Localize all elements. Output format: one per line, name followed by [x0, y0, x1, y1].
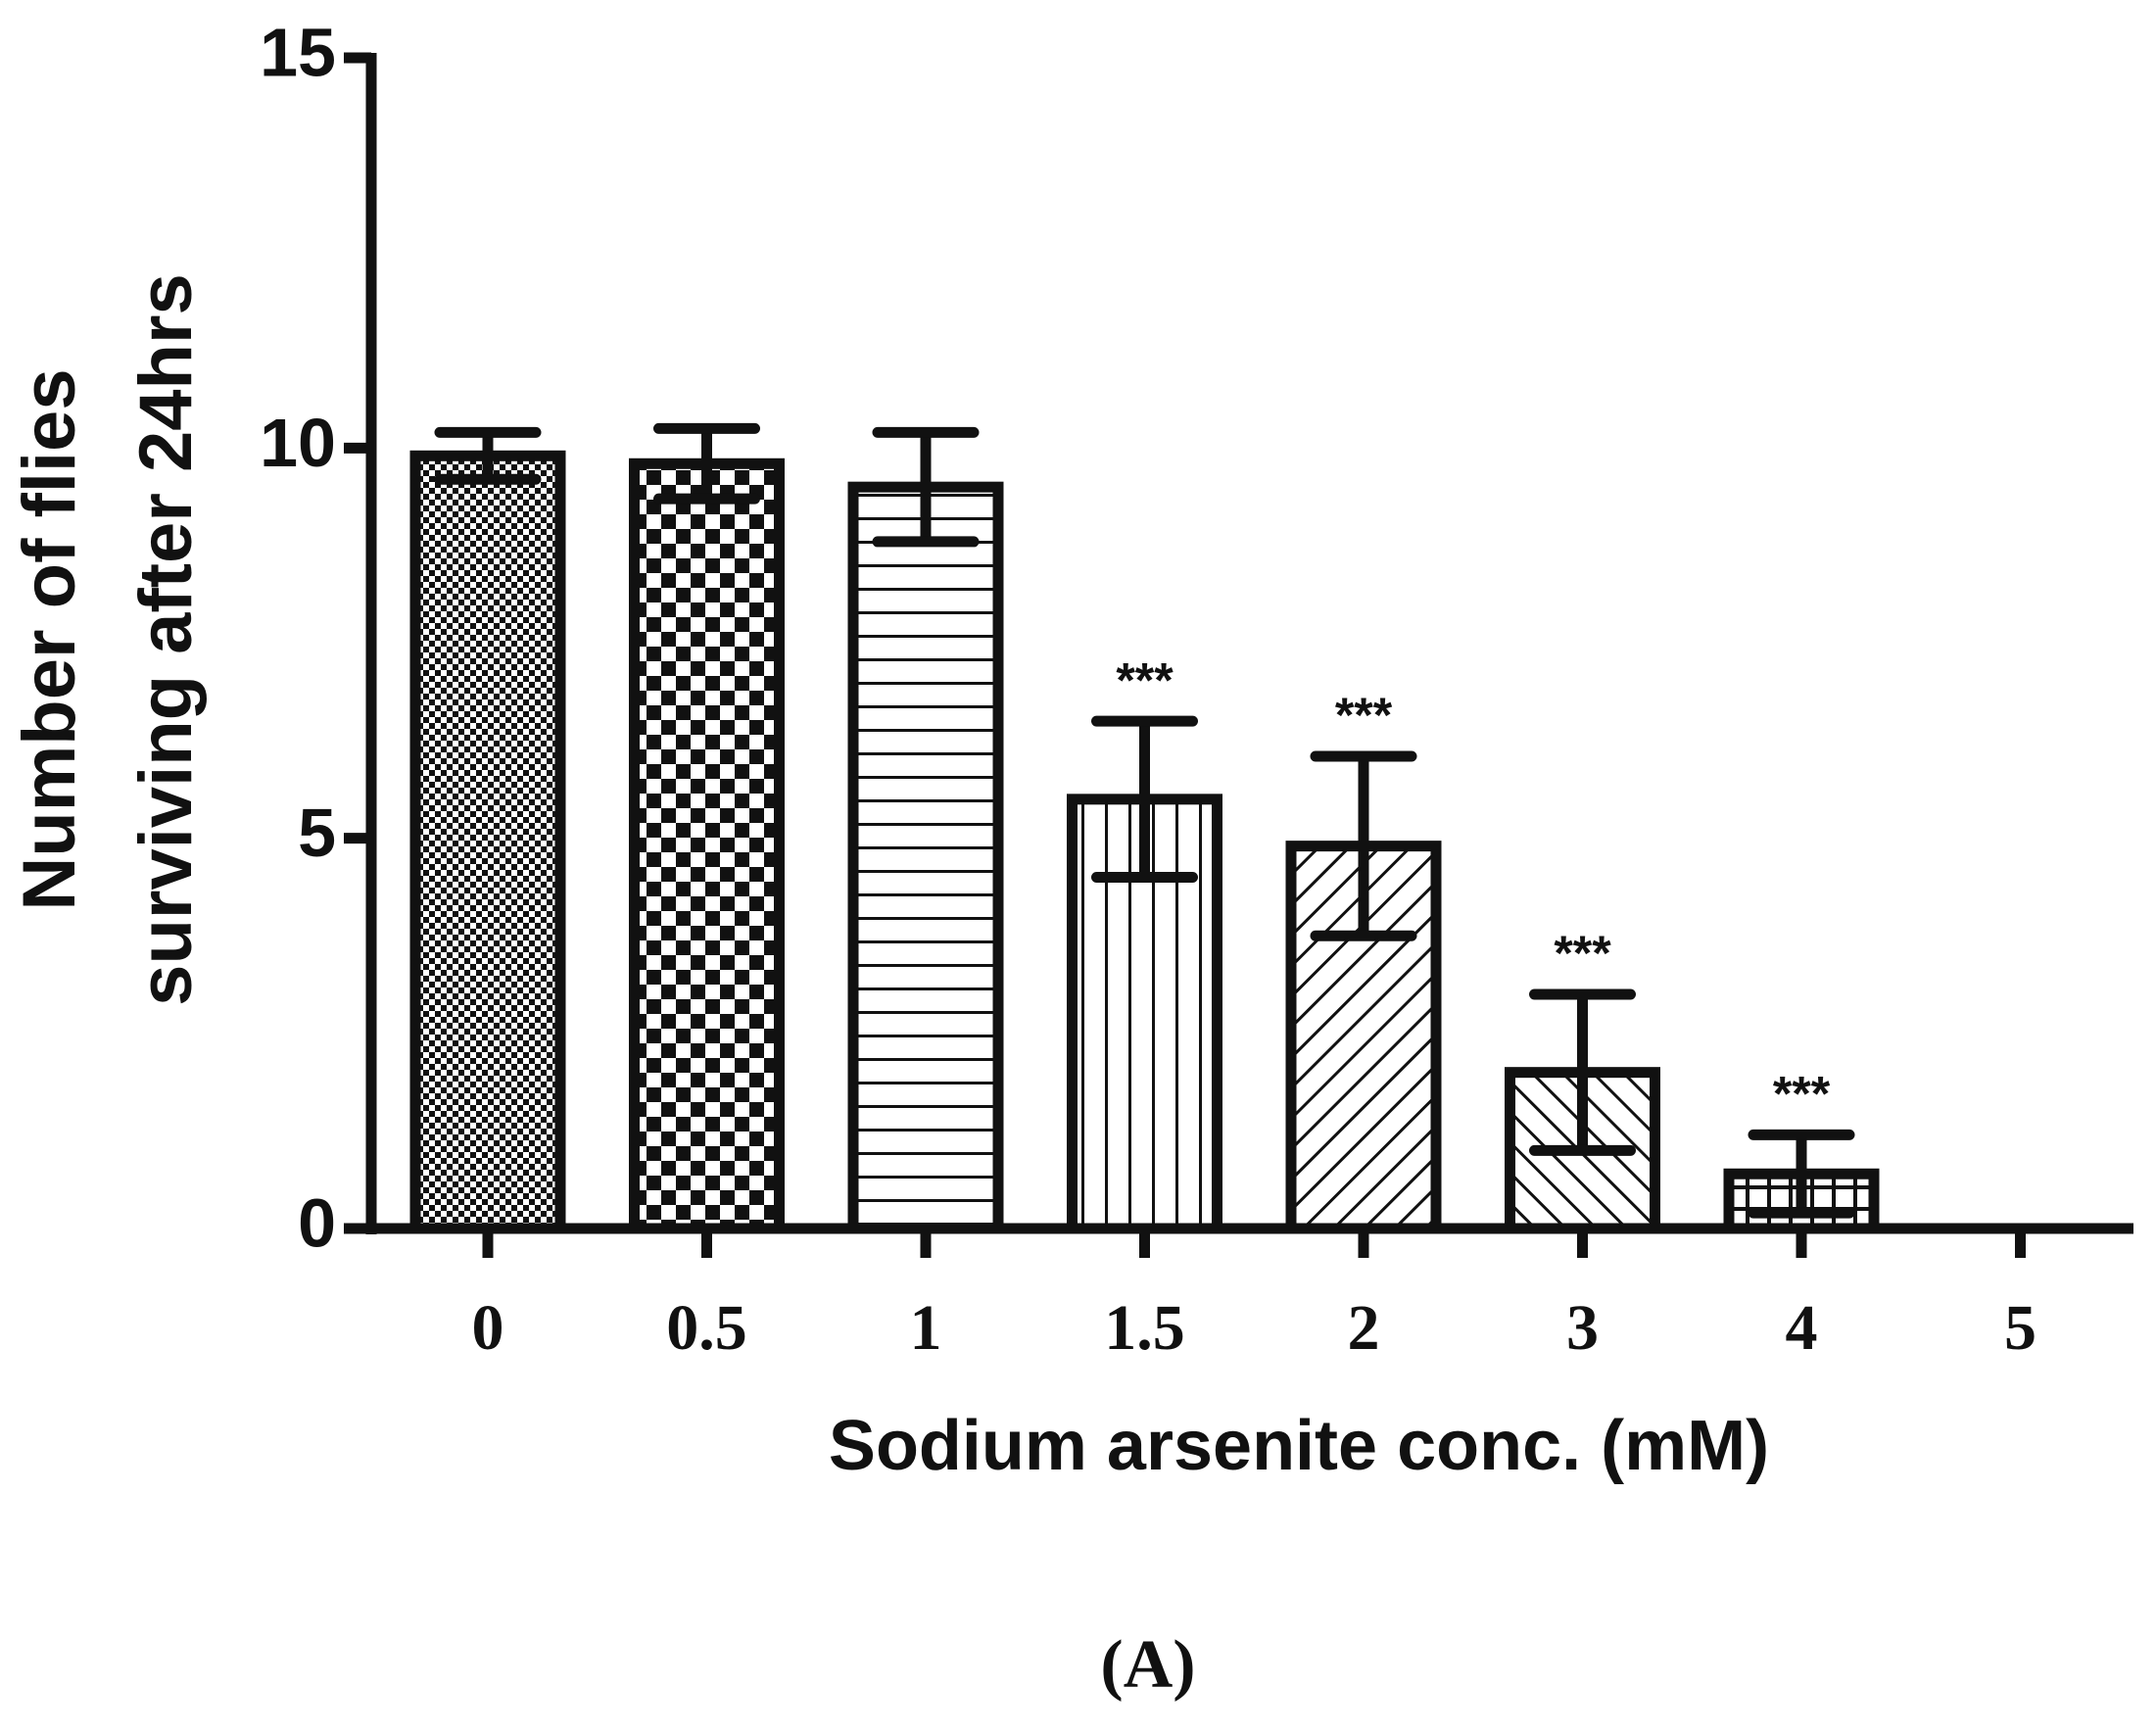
x-tick-label: 4 — [1786, 1292, 1818, 1364]
x-tick-label: 2 — [1348, 1292, 1380, 1364]
x-tick-label: 5 — [2004, 1292, 2036, 1364]
significance-label: *** — [1554, 926, 1611, 981]
x-tick-label: 0 — [472, 1292, 504, 1364]
bar — [629, 458, 785, 1234]
y-tick-label: 5 — [298, 795, 336, 871]
y-tick-label: 0 — [298, 1184, 336, 1261]
x-tick-label: 3 — [1566, 1292, 1599, 1364]
significance-label: *** — [1335, 688, 1393, 743]
significance-label: *** — [1116, 652, 1174, 707]
y-axis-label: Number of flies — [8, 368, 91, 910]
x-tick-label: 1.5 — [1104, 1292, 1185, 1364]
chart-title: (A) — [1100, 1627, 1195, 1703]
x-tick-label: 1 — [910, 1292, 942, 1364]
y-tick-label: 15 — [260, 14, 336, 90]
bar — [409, 450, 566, 1234]
bar — [847, 481, 1004, 1234]
significance-label: *** — [1773, 1067, 1831, 1122]
y-axis-label: surviving after 24hrs — [124, 273, 208, 1006]
x-tick-label: 0.5 — [666, 1292, 747, 1364]
y-tick-label: 10 — [260, 405, 336, 481]
x-axis-label: Sodium arsenite conc. (mM) — [829, 1407, 1769, 1485]
